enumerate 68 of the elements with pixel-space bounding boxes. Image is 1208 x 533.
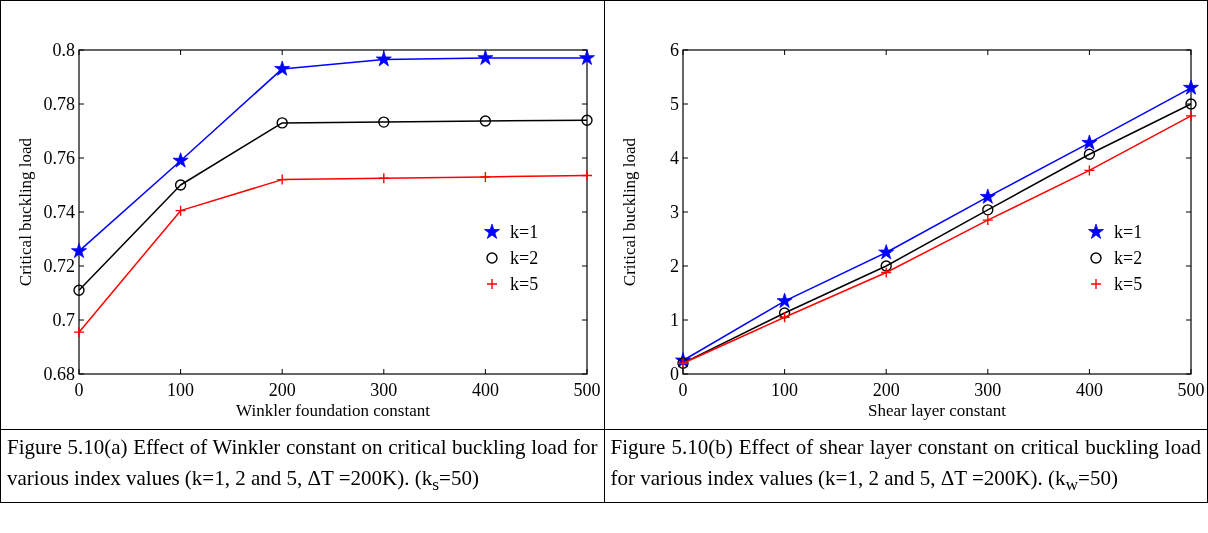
point [477, 49, 494, 65]
y-tick-label: 0.68 [43, 364, 75, 385]
x-tick-label: 400 [471, 380, 499, 400]
point [981, 214, 993, 226]
y-tick-label: 2 [669, 256, 679, 277]
point [174, 204, 187, 217]
legend-label: k=5 [1113, 274, 1142, 295]
x-axis-title: Winkler foundation constant [236, 401, 431, 420]
point [73, 326, 85, 338]
caption: Figure 5.10(a) Effect of Winkler constant on critical buckling load for various index values (k=1, 2 and 5, ΔT =200K). (k$_{s}$=50) [7, 434, 598, 497]
x-tick-label: 500 [1177, 380, 1204, 400]
y-tick-label: 5 [669, 94, 679, 115]
y-tick-label: 3 [669, 202, 679, 223]
y-tick-label: 0.72 [43, 256, 75, 277]
y-tick-label: 0.74 [43, 202, 75, 223]
point [1182, 79, 1199, 95]
point [1083, 164, 1095, 177]
y-axis-title: Critical buckling load [16, 137, 35, 287]
point [276, 117, 288, 129]
point [776, 292, 793, 308]
point [579, 49, 595, 65]
point [378, 172, 390, 184]
point [1080, 134, 1097, 150]
y-tick-label: 0.8 [52, 40, 75, 61]
legend-label: k=5 [510, 274, 539, 295]
point [581, 114, 593, 126]
point [172, 152, 189, 168]
y-tick-label: 0.78 [43, 94, 75, 115]
x-tick-label: 100 [770, 380, 798, 400]
point [1184, 98, 1197, 110]
y-tick-label: 4 [669, 148, 679, 169]
point [174, 179, 187, 191]
x-tick-label: 200 [268, 380, 296, 400]
point [877, 244, 894, 260]
point [979, 188, 996, 204]
point [479, 171, 492, 183]
point [378, 116, 390, 128]
y-tick-label: 6 [669, 40, 679, 61]
x-axis-title: Shear layer constant [867, 401, 1006, 420]
point [778, 307, 790, 319]
x-tick-label: 300 [370, 380, 398, 400]
point [276, 173, 288, 186]
point [581, 169, 593, 182]
legend-label: k=1 [510, 222, 539, 243]
x-tick-label: 300 [973, 380, 1001, 400]
x-tick-label: 500 [573, 380, 601, 400]
y-tick-label: 0.7 [52, 310, 75, 331]
point [1083, 148, 1095, 160]
y-axis-title: Critical buckling load [619, 137, 639, 287]
x-tick-label: 400 [1075, 380, 1103, 400]
y-tick-label: 1 [669, 310, 679, 331]
point [981, 204, 993, 216]
caption: Figure 5.10(b) Effect of shear layer constant on critical buckling load for various index values (k=1, 2 and 5, ΔT =200K). (k$_{w}$=50) [610, 434, 1201, 497]
point [71, 242, 87, 258]
y-tick-label: 0 [669, 364, 679, 385]
point [778, 311, 790, 323]
point [880, 266, 892, 279]
legend-label: k=2 [1113, 248, 1142, 269]
legend-label: k=1 [1113, 222, 1142, 243]
legend-label: k=2 [510, 248, 539, 269]
point [880, 260, 892, 272]
point [73, 284, 85, 296]
point [479, 115, 492, 127]
x-tick-label: 100 [167, 380, 195, 400]
y-tick-label: 0.76 [43, 148, 75, 169]
point [274, 60, 291, 76]
point [375, 51, 392, 67]
x-tick-label: 200 [872, 380, 900, 400]
